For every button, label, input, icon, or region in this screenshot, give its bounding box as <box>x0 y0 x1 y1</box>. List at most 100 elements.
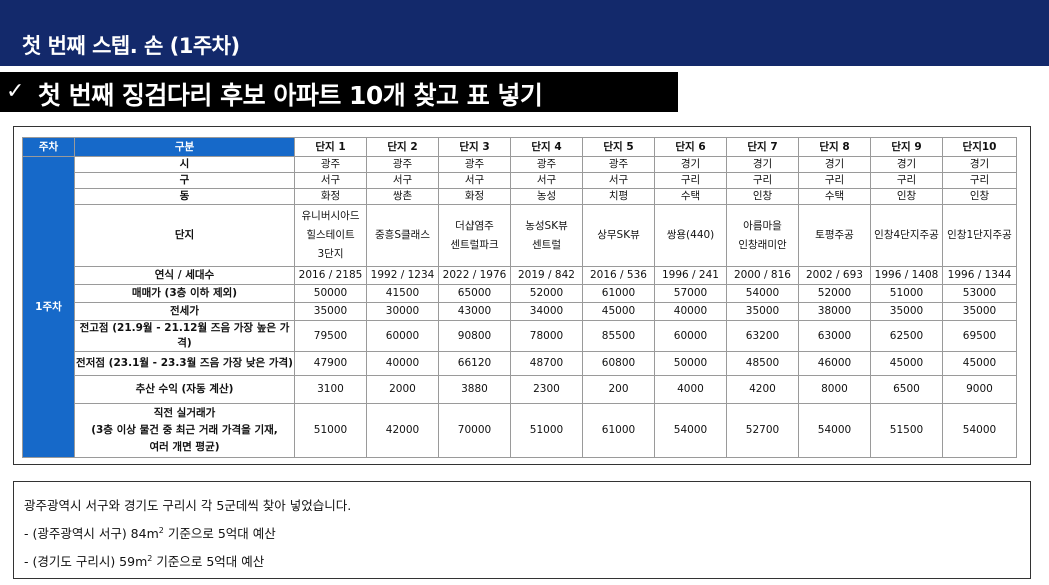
note-text: - (경기도 구리시) 59m <box>24 554 148 569</box>
cell-line: 아름마을 <box>743 219 782 232</box>
table-cell: 79500 <box>294 320 367 352</box>
table-cell: 광주 <box>366 156 439 173</box>
table-cell: 51000 <box>294 403 367 458</box>
table-cell: 수택 <box>654 188 727 205</box>
table-cell: 9000 <box>942 375 1017 404</box>
table-cell: 60800 <box>582 351 655 376</box>
table-cell: 6500 <box>870 375 943 404</box>
table-cell: 상무SK뷰 <box>582 204 655 267</box>
row-label: 단지 <box>74 204 295 267</box>
note-line: - (경기도 구리시) 59m2 기준으로 5억대 예산 <box>24 551 264 570</box>
row-label-line: (3층 이상 물건 중 최근 거래 가격을 기재, <box>91 424 278 436</box>
table-cell: 54000 <box>942 403 1017 458</box>
table-cell: 41500 <box>366 284 439 303</box>
table-cell: 경기 <box>726 156 799 173</box>
cell-line: 더샵염주 <box>455 219 494 232</box>
table-cell: 70000 <box>438 403 511 458</box>
table-cell: 51000 <box>510 403 583 458</box>
table-cell: 66120 <box>438 351 511 376</box>
week-cell: 1주차 <box>22 156 75 458</box>
table-cell: 경기 <box>654 156 727 173</box>
subtitle-text: 첫 번째 징검다리 후보 아파트 10개 찾고 표 넣기 <box>38 81 543 110</box>
table-cell: 1992 / 1234 <box>366 266 439 285</box>
table-row: 구 서구 서구 서구 서구 서구 구리 구리 구리 구리 구리 <box>23 172 1017 189</box>
table-cell: 51000 <box>870 284 943 303</box>
cell-line: 인창래미안 <box>738 238 787 251</box>
table-cell: 3880 <box>438 375 511 404</box>
table-row: 추산 수익 (자동 계산) 3100 2000 3880 2300 200 4000 4200… <box>23 375 1017 404</box>
header-complex: 단지 8 <box>798 137 871 157</box>
header-complex: 단지 1 <box>294 137 367 157</box>
row-label: 전세가 <box>74 302 295 321</box>
table-cell: 2016 / 2185 <box>294 266 367 285</box>
table-cell: 57000 <box>654 284 727 303</box>
cell-line: 센트럴 <box>532 238 561 251</box>
table-cell: 34000 <box>510 302 583 321</box>
table-cell: 46000 <box>798 351 871 376</box>
table-row: 동 화정 쌍촌 화정 농성 치평 수택 인창 수택 인창 인창 <box>23 188 1017 205</box>
table-cell: 농성 <box>510 188 583 205</box>
header-complex: 단지 6 <box>654 137 727 157</box>
table-cell: 8000 <box>798 375 871 404</box>
table-cell: 쌍촌 <box>366 188 439 205</box>
cell-line: 인창4단지주공 <box>874 229 939 241</box>
note-text: 기준으로 5억대 예산 <box>152 554 265 569</box>
table-cell: 경기 <box>942 156 1017 173</box>
table-cell: 78000 <box>510 320 583 352</box>
table-cell: 53000 <box>942 284 1017 303</box>
row-label: 전저점 (23.1월 - 23.3월 즈음 가장 낮은 가격) <box>74 351 295 376</box>
table-cell: 2019 / 842 <box>510 266 583 285</box>
table-cell: 구리 <box>870 172 943 189</box>
table-cell: 48700 <box>510 351 583 376</box>
table-cell: 4000 <box>654 375 727 404</box>
table-row: 직전 실거래가 (3층 이상 물건 중 최근 거래 가격을 기재, 여러 개면 평균… <box>23 403 1017 458</box>
table-cell: 45000 <box>870 351 943 376</box>
table-cell: 광주 <box>294 156 367 173</box>
note-line: - (광주광역시 서구) 84m2 기준으로 5억대 예산 <box>24 523 276 542</box>
cell-line: 상무SK뷰 <box>597 229 640 241</box>
table-cell: 화정 <box>438 188 511 205</box>
table-cell: 35000 <box>942 302 1017 321</box>
table-cell: 43000 <box>438 302 511 321</box>
table-cell: 40000 <box>366 351 439 376</box>
note-text: - (광주광역시 서구) 84m <box>24 526 159 541</box>
cell-line: 유니버시아드 <box>301 210 360 222</box>
table-cell: 구리 <box>798 172 871 189</box>
table-cell: 광주 <box>510 156 583 173</box>
table-cell: 63200 <box>726 320 799 352</box>
table-row: 연식 / 세대수 2016 / 2185 1992 / 1234 2022 / 197… <box>23 266 1017 285</box>
table-cell: 45000 <box>582 302 655 321</box>
table-cell: 35000 <box>294 302 367 321</box>
table-cell: 2300 <box>510 375 583 404</box>
note-text: 기준으로 5억대 예산 <box>163 526 276 541</box>
table-cell: 토평주공 <box>798 204 871 267</box>
table-cell: 화정 <box>294 188 367 205</box>
table-cell: 90800 <box>438 320 511 352</box>
table-cell: 서구 <box>438 172 511 189</box>
table-cell: 수택 <box>798 188 871 205</box>
row-label: 직전 실거래가 (3층 이상 물건 중 최근 거래 가격을 기재, 여러 개면 평균… <box>74 403 295 458</box>
table-cell: 더샵염주 센트럴파크 <box>438 204 511 267</box>
table-cell: 인창 <box>726 188 799 205</box>
table-cell: 61000 <box>582 284 655 303</box>
header-complex: 단지 5 <box>582 137 655 157</box>
table-cell: 1996 / 1408 <box>870 266 943 285</box>
table-cell: 54000 <box>798 403 871 458</box>
table-cell: 51500 <box>870 403 943 458</box>
table-cell: 61000 <box>582 403 655 458</box>
table-row: 전고점 (21.9월 - 21.12월 즈음 가장 높은 가격) 79500 600… <box>23 320 1017 352</box>
table-cell: 2000 / 816 <box>726 266 799 285</box>
table-cell: 인창1단지주공 <box>942 204 1017 267</box>
cell-line: 중흥S클래스 <box>375 229 430 241</box>
table-cell: 구리 <box>942 172 1017 189</box>
table-cell: 서구 <box>510 172 583 189</box>
table-cell: 47900 <box>294 351 367 376</box>
header-category: 구분 <box>74 137 295 157</box>
notes-box: 광주광역시 서구와 경기도 구리시 각 5군데씩 찾아 넣었습니다. - (광주… <box>13 481 1031 579</box>
table-cell: 200 <box>582 375 655 404</box>
cell-line: 3단지 <box>317 248 344 260</box>
table-cell: 2016 / 536 <box>582 266 655 285</box>
table-cell: 54000 <box>726 284 799 303</box>
row-label: 동 <box>74 188 295 205</box>
header-complex: 단지 7 <box>726 137 799 157</box>
